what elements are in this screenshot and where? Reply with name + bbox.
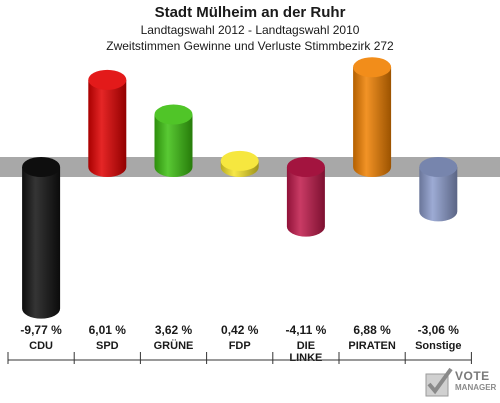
- chart-subtitle-2: Zweitstimmen Gewinne und Verluste Stimmb…: [106, 39, 394, 53]
- value-label: 0,42 %: [221, 323, 259, 337]
- bar-body: [353, 67, 392, 177]
- value-label: 6,88 %: [353, 323, 391, 337]
- value-label: 6,01 %: [89, 323, 127, 337]
- value-label: 3,62 %: [155, 323, 193, 337]
- bar-cap: [22, 157, 61, 177]
- category-label: FDP: [229, 340, 251, 352]
- bar-body: [22, 167, 61, 319]
- bar-cap: [286, 157, 325, 177]
- category-label: Sonstige: [415, 340, 461, 352]
- chart-subtitle: Landtagswahl 2012 - Landtagswahl 2010: [140, 23, 360, 37]
- value-label: -9,77 %: [20, 323, 62, 337]
- bar-fdp: [220, 150, 259, 177]
- category-label: DIE: [297, 340, 315, 352]
- logo-line-1: VOTE: [455, 369, 490, 383]
- vote-manager-logo: VOTE MANAGER: [424, 366, 498, 398]
- bars: [22, 57, 458, 319]
- value-label: -4,11 %: [286, 323, 327, 337]
- bar-cdu: [22, 157, 61, 319]
- category-label: PIRATEN: [348, 340, 396, 352]
- chart-title: Stadt Mülheim an der Ruhr: [154, 4, 346, 21]
- bar-cap: [419, 157, 458, 177]
- bar-body: [154, 114, 193, 177]
- category-label: CDU: [29, 340, 53, 352]
- category-label: SPD: [96, 340, 119, 352]
- bar-grüne: [154, 104, 193, 177]
- bar-body: [88, 79, 127, 177]
- value-labels: -9,77 % 6,01 % 3,62 % 0,42 % -4,11 % 6,88 % -3…: [20, 323, 459, 337]
- checkmark-icon: [425, 367, 453, 397]
- bar-body: [419, 167, 458, 222]
- bar-sonstige: [419, 157, 458, 222]
- bar-cap: [353, 57, 392, 78]
- value-label: -3,06 %: [418, 323, 460, 337]
- logo-line-2: MANAGER: [455, 383, 497, 392]
- category-label: LINKE: [289, 352, 322, 364]
- bar-cap: [154, 104, 193, 125]
- category-label: GRÜNE: [154, 339, 194, 352]
- bar-spd: [88, 69, 127, 177]
- bar-piraten: [353, 57, 392, 177]
- bar-body: [286, 167, 325, 237]
- bar-cap: [88, 69, 127, 90]
- bar-cap: [220, 150, 259, 171]
- bar-die-linke: [286, 157, 325, 237]
